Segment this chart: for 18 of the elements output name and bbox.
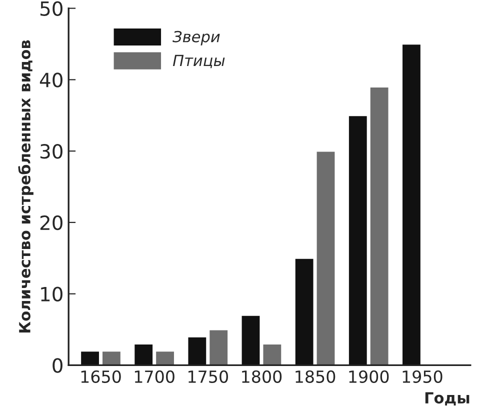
y-tick-label: 30: [40, 144, 62, 159]
y-axis-title: Количество истребленных видов: [18, 40, 34, 332]
legend-label: Птицы: [172, 54, 225, 68]
x-tick-label: 1950: [402, 370, 442, 383]
x-tick-label: 1800: [242, 370, 282, 383]
x-tick-label: 1750: [188, 370, 228, 383]
x-axis-title: Годы: [425, 392, 470, 406]
legend-label: Звери: [172, 30, 220, 46]
x-tick-label: 1650: [81, 370, 121, 383]
y-tick-label: 20: [40, 215, 62, 230]
y-tick-label: 40: [40, 72, 62, 88]
x-tick-label: 1850: [296, 370, 336, 383]
y-tick-label: 10: [41, 286, 62, 302]
y-tick-label: 50: [40, 1, 62, 16]
y-tick-label: 0: [52, 358, 62, 373]
bar: [401, 43, 422, 366]
x-tick-label: 1700: [134, 370, 174, 383]
x-tick-label: 1900: [349, 370, 389, 383]
